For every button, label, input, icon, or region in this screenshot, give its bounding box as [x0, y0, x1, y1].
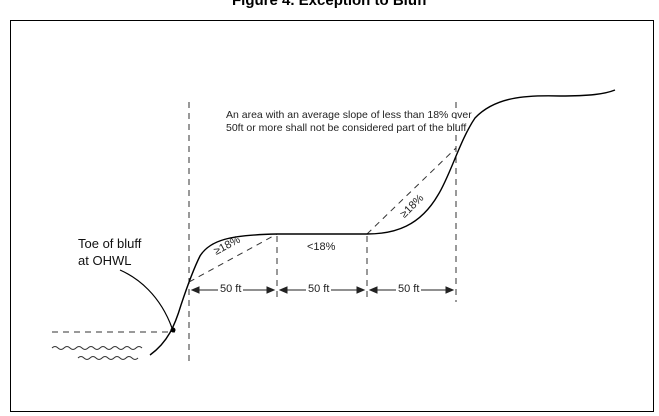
- figure-title: Figure 4. Exception to Bluff: [231, 0, 427, 9]
- toe-label-line-2: at OHWL: [78, 253, 132, 268]
- figure-frame: [10, 20, 654, 412]
- terrain-profile: [149, 89, 616, 356]
- toe-of-bluff-label: Toe of bluff at OHWL: [78, 235, 141, 269]
- dimension-label-2: 50 ft: [306, 283, 332, 295]
- slope-line-right: [366, 147, 457, 235]
- toe-label-line-1: Toe of bluff: [78, 236, 142, 251]
- slope-line-left: [188, 233, 278, 283]
- exception-note: An area with an average slope of less th…: [226, 109, 472, 134]
- dimension-label-1: 50 ft: [218, 283, 244, 295]
- water-waves: [51, 346, 143, 360]
- toe-marker: [170, 327, 176, 333]
- toe-leader: [119, 269, 173, 329]
- dimension-label-3: 50 ft: [396, 283, 422, 295]
- slope-label-middle: <18%: [307, 241, 336, 253]
